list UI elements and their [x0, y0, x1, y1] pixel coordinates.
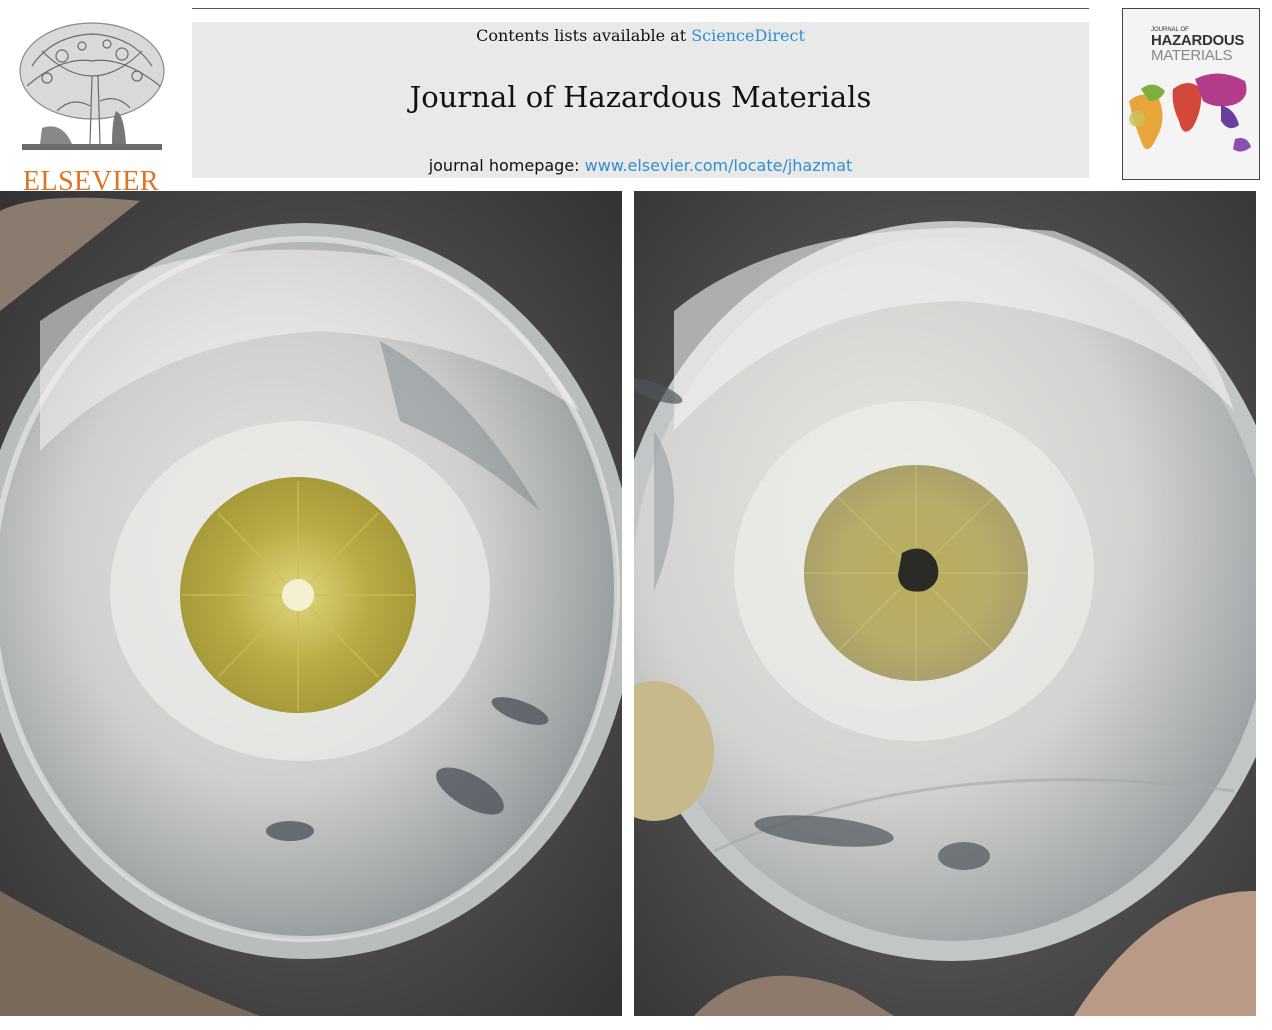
photo-divider — [622, 191, 634, 1016]
journal-title: Journal of Hazardous Materials — [409, 80, 872, 114]
homepage-prefix: journal homepage: — [428, 156, 585, 175]
contents-line: Contents lists available at ScienceDirec… — [192, 26, 1089, 45]
cover-line-2: MATERIALS — [1151, 47, 1233, 64]
petri-dish-photo-right — [634, 191, 1256, 1016]
top-rule — [192, 8, 1089, 9]
publisher-logo[interactable]: ELSEVIER — [12, 16, 170, 197]
homepage-link[interactable]: www.elsevier.com/locate/jhazmat — [584, 156, 853, 175]
homepage-line: journal homepage: www.elsevier.com/locat… — [192, 156, 1089, 175]
elsevier-tree-icon — [19, 22, 165, 150]
journal-cover[interactable]: JOURNAL OF HAZARDOUS MATERIALS — [1122, 8, 1260, 180]
cover-title: JOURNAL OF HAZARDOUS MATERIALS — [1151, 27, 1244, 63]
cover-line-small: JOURNAL OF — [1151, 27, 1189, 33]
cover-line-1: HAZARDOUS — [1151, 32, 1245, 49]
contents-prefix: Contents lists available at — [476, 26, 692, 45]
journal-banner: Contents lists available at ScienceDirec… — [192, 22, 1089, 178]
petri-dish-photo-left — [0, 191, 622, 1016]
world-map-icon — [1123, 9, 1259, 179]
sciencedirect-link[interactable]: ScienceDirect — [691, 26, 805, 45]
